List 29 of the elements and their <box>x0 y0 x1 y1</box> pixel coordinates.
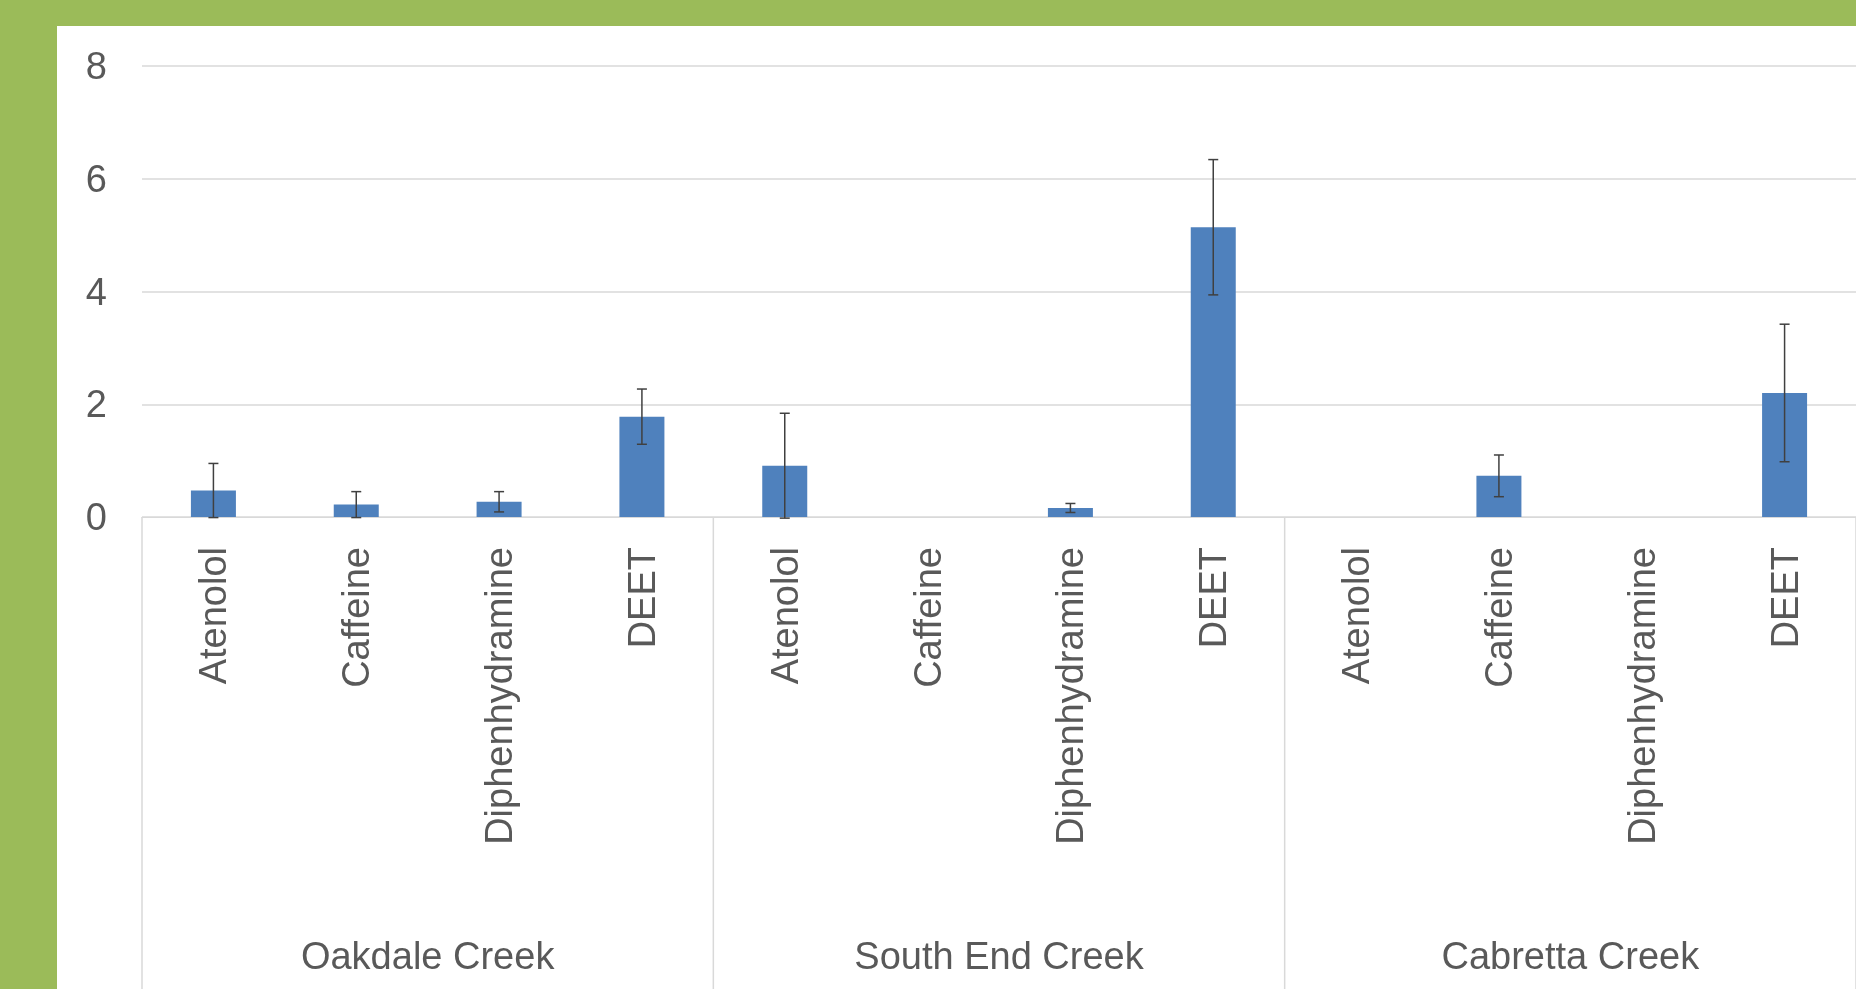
x-tick-label: Diphenhydramine <box>1620 547 1663 845</box>
bar <box>1476 475 1522 517</box>
x-tick-label: Diphenhydramine <box>1049 547 1092 845</box>
y-tick-label: 6 <box>85 157 107 200</box>
bar <box>190 490 236 517</box>
bar <box>619 416 665 517</box>
text: Oakdale Creek <box>300 935 556 977</box>
bar <box>333 504 379 517</box>
x-tick-label: Diphenhydramine <box>478 547 521 845</box>
text: South End Creek <box>854 935 1145 977</box>
bar <box>1762 392 1808 517</box>
bar <box>1190 227 1236 517</box>
x-tick-label: DEET <box>620 547 663 649</box>
x-tick-label: Caffeine <box>906 547 949 688</box>
x-tick-label: Atenolol <box>1335 547 1378 685</box>
text: Cabretta Creek <box>1441 935 1701 977</box>
x-tick-label: Caffeine <box>335 547 378 688</box>
y-tick-label: 2 <box>85 383 107 426</box>
x-tick-label: Caffeine <box>1477 547 1520 688</box>
x-tick-label: DEET <box>1763 547 1806 649</box>
bar <box>762 465 808 517</box>
y-tick-label: 8 <box>85 45 107 87</box>
x-tick-label: Atenolol <box>192 547 235 685</box>
bar <box>476 501 522 517</box>
bar <box>1047 507 1093 517</box>
x-tick-label: DEET <box>1192 547 1235 649</box>
y-tick-label: 4 <box>85 270 107 313</box>
x-tick-label: Atenolol <box>763 547 806 685</box>
y-tick-label: 0 <box>85 496 107 538</box>
